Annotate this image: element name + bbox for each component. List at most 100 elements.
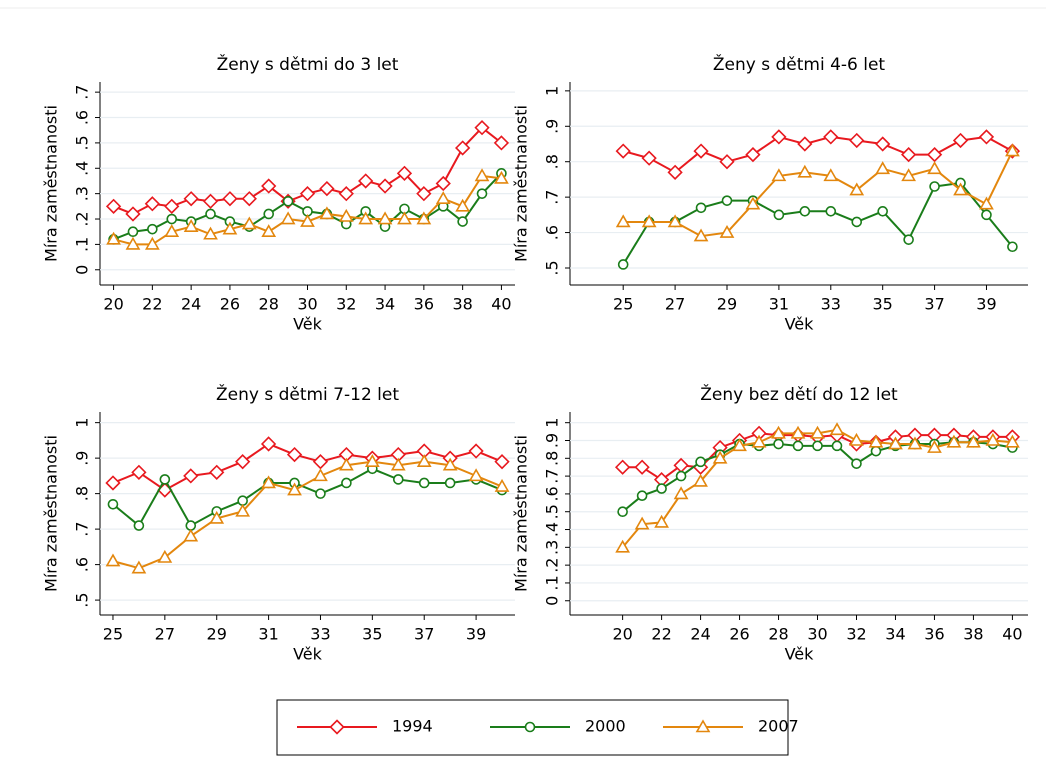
y-tick-label: .2 — [73, 211, 92, 226]
y-tick-label: .9 — [543, 119, 562, 134]
series-line — [622, 135, 1013, 174]
y-tick-label: .8 — [543, 451, 562, 466]
y-tick-label: .1 — [543, 575, 562, 590]
data-point — [105, 475, 121, 491]
data-point — [166, 213, 178, 225]
x-tick-label: 25 — [613, 295, 633, 314]
series-line — [112, 460, 503, 570]
data-point — [235, 454, 251, 470]
data-point — [390, 457, 406, 471]
y-tick-label: .7 — [73, 85, 92, 100]
data-point — [1005, 434, 1020, 448]
data-point — [468, 443, 484, 459]
y-axis-title: Míra zaměstnanosti — [512, 435, 531, 592]
y-tick-label: .6 — [543, 486, 562, 501]
data-point — [1007, 241, 1018, 253]
y-tick-label: .8 — [73, 486, 92, 501]
data-point — [615, 143, 631, 159]
x-tick-label: 33 — [310, 625, 330, 644]
legend-label: 1994 — [392, 717, 433, 736]
data-point — [695, 202, 707, 214]
x-tick-label: 32 — [336, 295, 356, 314]
x-tick-label: 31 — [769, 295, 789, 314]
x-tick-label: 38 — [452, 295, 472, 314]
data-point — [287, 482, 302, 496]
y-tick-label: .3 — [73, 186, 92, 201]
data-point — [875, 161, 891, 175]
data-point — [435, 191, 451, 205]
data-point — [745, 196, 761, 210]
data-point — [693, 473, 708, 487]
data-point — [338, 208, 354, 222]
data-point — [183, 219, 199, 232]
x-tick-label: 35 — [873, 295, 893, 314]
data-point — [721, 195, 733, 206]
x-tick-label: 34 — [885, 625, 905, 644]
y-tick-label: .9 — [73, 451, 92, 466]
x-tick-label: 22 — [142, 295, 162, 314]
data-point — [978, 129, 995, 145]
data-point — [634, 516, 650, 530]
data-point — [125, 236, 141, 250]
x-tick-label: 30 — [807, 625, 827, 644]
x-tick-label: 30 — [297, 295, 317, 314]
data-point — [979, 196, 994, 210]
x-tick-label: 37 — [414, 625, 434, 644]
data-point — [235, 503, 251, 517]
data-point — [494, 170, 509, 184]
data-point — [416, 186, 432, 202]
data-point — [927, 161, 942, 175]
x-tick-label: 25 — [103, 625, 123, 644]
data-point — [476, 188, 488, 199]
data-point — [261, 224, 277, 238]
data-point — [202, 193, 219, 209]
data-point — [131, 560, 147, 574]
y-tick-label: .7 — [73, 521, 92, 536]
data-point — [299, 186, 316, 202]
data-point — [133, 520, 145, 531]
series-line — [623, 150, 1014, 238]
data-point — [849, 132, 865, 149]
data-point — [946, 434, 962, 448]
y-tick-label: 1 — [543, 418, 562, 428]
data-point — [358, 173, 374, 189]
x-tick-label: 36 — [414, 295, 434, 314]
data-point — [868, 434, 884, 448]
data-point — [396, 165, 413, 181]
data-point — [261, 178, 277, 194]
data-point — [358, 211, 374, 225]
x-tick-label: 38 — [963, 625, 983, 644]
x-tick-label: 40 — [491, 295, 511, 314]
y-tick-label: 1 — [73, 418, 92, 428]
data-point — [641, 150, 657, 166]
data-point — [797, 136, 813, 152]
data-point — [209, 510, 225, 524]
series-line — [112, 467, 503, 528]
x-tick-label: 34 — [375, 295, 395, 314]
data-point — [263, 208, 275, 220]
y-tick-label: .9 — [543, 433, 562, 448]
data-point — [823, 168, 839, 182]
data-point — [444, 477, 456, 489]
data-point — [751, 434, 767, 448]
data-point — [877, 206, 888, 217]
legend-label: 2007 — [758, 717, 799, 736]
data-point — [418, 477, 430, 489]
legend-marker — [695, 719, 711, 733]
data-point — [673, 486, 689, 500]
data-point — [719, 154, 735, 170]
data-point — [667, 214, 683, 228]
x-tick-label: 28 — [259, 295, 279, 314]
data-point — [929, 181, 940, 192]
data-point — [797, 164, 813, 178]
y-tick-label: .7 — [543, 190, 562, 205]
data-point — [377, 178, 393, 194]
data-point — [493, 135, 510, 151]
x-tick-label: 20 — [103, 295, 123, 314]
data-point — [183, 468, 199, 484]
series-line — [622, 181, 1014, 265]
x-tick-label: 27 — [665, 295, 685, 314]
chart-title: Ženy s dětmi 4-6 let — [713, 53, 886, 75]
